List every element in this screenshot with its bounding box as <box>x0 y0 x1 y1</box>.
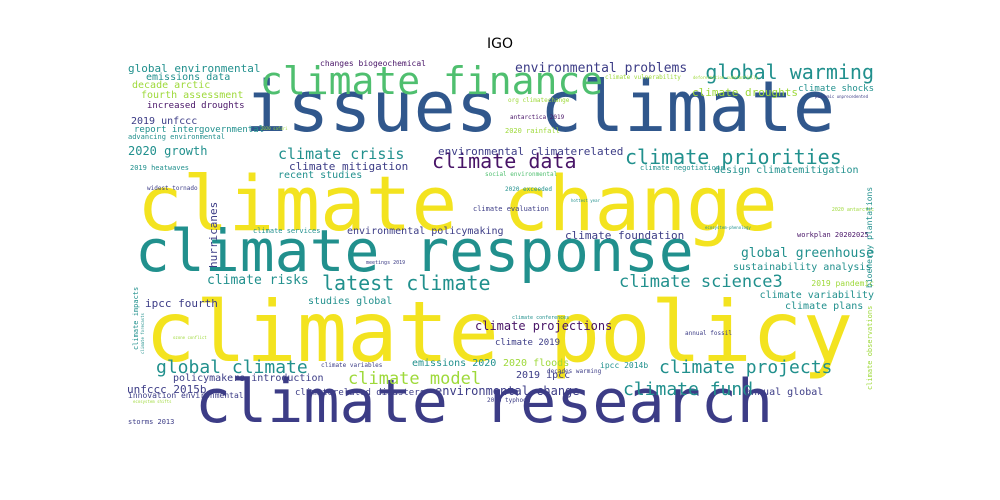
word-cloud-term: deforestation substantially <box>693 75 759 80</box>
word-cloud-term: climate 2019 <box>495 338 561 348</box>
word-cloud-term: decades warming <box>547 368 602 375</box>
word-cloud-term: 2020 exceeded <box>505 186 552 193</box>
word-cloud-term: fourth assessment <box>141 90 244 101</box>
word-cloud-term: antarctica 2019 <box>510 114 565 121</box>
word-cloud-term: climate variables <box>321 362 383 369</box>
word-cloud-term: bioenergy plantations <box>865 186 874 288</box>
word-cloud-term: hottest year <box>571 198 600 203</box>
word-cloud-term: climate observations <box>866 305 874 390</box>
word-cloud-term: climate plans <box>785 301 864 312</box>
word-cloud-term: widest tornado <box>147 185 198 192</box>
word-cloud-term: environmental climaterelated <box>438 145 624 158</box>
word-cloud-term: emissions data <box>146 72 231 83</box>
word-cloud-term: climate risks <box>207 273 309 288</box>
word-cloud-term: climate priorities <box>625 145 842 169</box>
word-cloud-term: annual global <box>745 387 824 398</box>
word-cloud-term: climate droughts <box>692 86 798 99</box>
word-cloud-term: climate foundation <box>565 229 685 242</box>
word-cloud-term: climate crisis <box>278 145 405 163</box>
word-cloud-term: ipcc 2014b <box>600 361 649 370</box>
word-cloud-term: recent studies <box>278 170 363 181</box>
word-cloud-term: increased droughts <box>147 101 245 111</box>
word-cloud-term: climate data <box>432 149 577 173</box>
word-cloud-term: climate fund <box>623 379 754 400</box>
word-cloud-term: climate response <box>135 217 694 285</box>
word-cloud-term: ipcc fourth <box>145 297 218 310</box>
word-cloud-term: social environmental <box>485 171 558 178</box>
word-cloud-term: meetings 2019 <box>366 260 406 266</box>
word-cloud-term: 2019 ipcc <box>516 370 571 381</box>
word-cloud-term: climate negotiations <box>640 164 725 172</box>
word-cloud-term: workplan 20202025 <box>797 231 869 239</box>
word-cloud-term: climate mitigation <box>289 160 409 173</box>
word-cloud-term: 2019 unfccc <box>131 116 198 127</box>
word-cloud-term: climate services <box>253 227 321 235</box>
word-cloud-term: org climatechange <box>508 97 570 104</box>
chart-title: IGO <box>487 36 513 52</box>
word-cloud-term: 2020 safari <box>261 126 288 131</box>
word-cloud-term: decade arctic <box>132 80 211 91</box>
word-cloud-term: environmental policymaking <box>347 226 504 237</box>
word-cloud-term: climate projects <box>659 357 833 378</box>
word-cloud-term: issues climate <box>245 66 836 148</box>
word-cloud-term: global climate <box>156 357 308 378</box>
word-cloud-term: global warming <box>705 60 874 84</box>
word-cloud: climate change issues climate climate resp… <box>125 58 875 433</box>
word-cloud-term: global greenhouse <box>740 246 874 261</box>
word-cloud-term: climate vulnerability <box>605 74 681 81</box>
word-cloud-term: climate model <box>348 369 482 389</box>
word-cloud-term: changes biogeochemical <box>320 59 426 68</box>
word-cloud-term: innovation environmental <box>128 391 244 400</box>
word-cloud-term: advancing environmental <box>128 133 225 141</box>
word-cloud-term: climate conferences <box>512 315 570 321</box>
word-cloud-term: annual fossil <box>685 330 732 337</box>
word-cloud-term: ecosystem shifts <box>133 399 172 404</box>
word-cloud-term: 2020 rainfall <box>505 127 560 135</box>
word-cloud-term: hurricanes <box>207 201 220 268</box>
word-cloud-term: climate change <box>137 159 778 248</box>
word-cloud-term: environmental problems <box>515 61 688 76</box>
word-cloud-term: climaterelated disasters <box>295 388 426 398</box>
word-cloud-term: storms 2013 <box>128 418 175 426</box>
word-cloud-term: 2020 antarctic <box>831 207 874 213</box>
word-cloud-term: 2013 typhoon <box>487 397 531 404</box>
word-cloud-term: unfccc 2015b <box>127 383 207 396</box>
word-cloud-term: latest climate <box>322 271 491 295</box>
word-cloud-term: climate evaluation <box>473 205 549 213</box>
word-cloud-term: emissions 2020 <box>412 358 497 369</box>
word-cloud-term: design climatemitigation <box>714 165 859 176</box>
word-cloud-term: climate impacts <box>132 286 140 350</box>
word-cloud-term: climate research <box>195 367 773 433</box>
word-cloud-term: 2020 floods <box>503 358 570 369</box>
word-cloud-term: environmental change <box>435 384 580 398</box>
word-cloud-term: policymakers introduction <box>173 373 324 384</box>
word-cloud-term: climate forecasts <box>140 313 145 354</box>
word-cloud-term: climate finance <box>260 59 604 103</box>
word-cloud-term: ozone conflict <box>173 335 207 340</box>
word-cloud-term: climate policy <box>145 283 854 381</box>
word-cloud-term: climate shocks <box>798 84 874 94</box>
word-cloud-term: climate projections <box>475 319 613 333</box>
word-cloud-term: ecosystem-phenology <box>705 225 751 230</box>
word-cloud-term: pandemic unprecedented <box>815 94 868 99</box>
word-cloud-term: 2019 pandemic <box>811 279 874 288</box>
word-cloud-term: 2019 heatwaves <box>130 164 190 172</box>
word-cloud-term: climate science3 <box>619 272 783 292</box>
word-cloud-term: sustainability analysis <box>733 262 872 273</box>
word-cloud-term: global environmental <box>128 62 261 75</box>
word-cloud-term: climate variability <box>759 290 874 301</box>
word-cloud-term: studies global <box>308 296 393 307</box>
word-cloud-term: 2020 growth <box>128 144 208 158</box>
word-cloud-term: report intergovernmental <box>134 125 265 135</box>
